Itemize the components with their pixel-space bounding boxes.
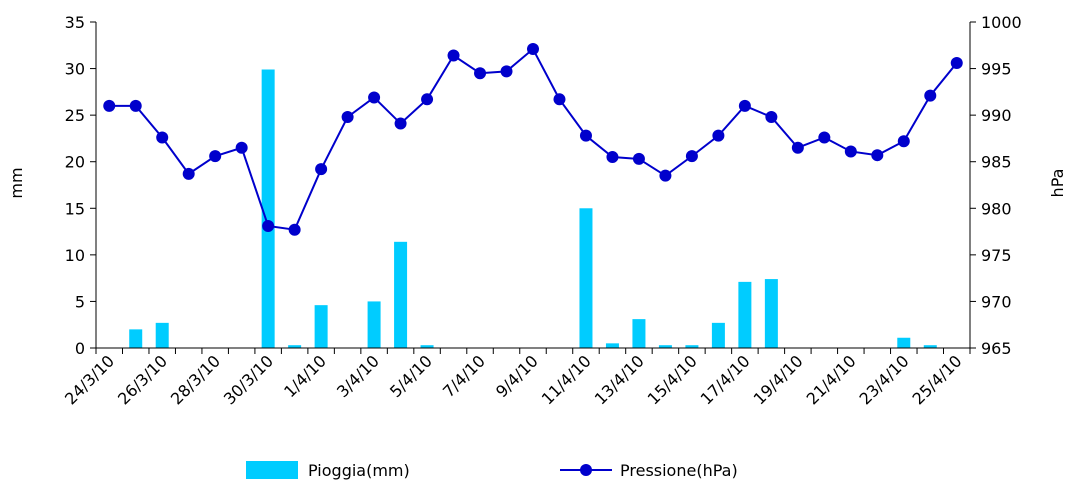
x-tick-label: 11/4/10 [538,351,595,408]
pressure-point [924,89,937,102]
legend: Pioggia(mm) Pressione(hPa) [246,461,738,480]
pressure-point [209,150,222,163]
x-tick-label: 1/4/10 [280,351,330,401]
pressure-point [288,223,301,236]
pressure-point [156,131,169,144]
y-left-axis-title: mm [7,167,26,198]
x-tick-label: 17/4/10 [697,351,754,408]
rain-bar [394,241,408,348]
pressure-point [897,135,910,148]
x-tick-label: 9/4/10 [492,351,542,401]
x-tick-label: 5/4/10 [386,351,436,401]
rain-bar [367,301,381,348]
rain-bars [129,69,937,348]
pressure-point [685,150,698,163]
pressure-point [659,169,672,182]
y-left-tick-label: 25 [65,106,85,125]
x-tick-label: 30/3/10 [220,351,277,408]
pressure-point [235,141,248,154]
pressure-point [500,65,513,78]
pressure-point [844,145,857,158]
pressure-point [129,99,142,112]
x-tick-label: 24/3/10 [61,351,118,408]
pressure-point [447,49,460,62]
legend-swatch-pressure-marker [580,464,592,476]
y-left-tick-label: 10 [65,246,85,265]
legend-swatch-rain [246,461,298,479]
pressure-point [315,163,328,176]
rain-bar [605,343,619,348]
pressure-point [103,99,116,112]
x-tick-label: 28/3/10 [167,351,224,408]
pressure-point [738,99,751,112]
y-right-tick-label: 990 [981,106,1012,125]
x-tick-label: 25/4/10 [909,351,966,408]
pressure-point [818,131,831,144]
rain-bar [579,208,593,348]
y-right-tick-label: 970 [981,292,1012,311]
pressure-point [712,129,725,142]
pressure-point [606,151,619,164]
rain-bar [897,337,911,348]
pressure-point [632,152,645,165]
pressure-point [341,111,354,124]
rain-bar [711,322,725,348]
rain-bar [129,329,143,348]
y-right-tick-label: 980 [981,199,1012,218]
y-left-tick-label: 15 [65,199,85,218]
rain-bar [738,281,752,348]
pressure-point [553,93,566,106]
pressure-point [394,117,407,130]
pressure-point [579,129,592,142]
rain-bar [764,279,778,348]
pressure-point [421,93,434,106]
rain-bar [420,345,434,348]
rain-bar [155,322,169,348]
x-tick-label: 26/3/10 [114,351,171,408]
rain-bar [685,345,699,348]
x-tick-label: 19/4/10 [750,351,807,408]
y-right-tick-label: 965 [981,339,1012,358]
y-right-tick-label: 985 [981,153,1012,172]
pressure-point [791,141,804,154]
y-left-tick-label: 0 [75,339,85,358]
axes [90,21,976,354]
y-left-tick-label: 5 [75,292,85,311]
legend-label-pressure: Pressione(hPa) [620,461,738,480]
pressure-point [368,91,381,104]
rain-bar [658,345,672,348]
pressure-point [527,43,539,56]
y-right-tick-label: 995 [981,60,1012,79]
x-tick-label: 13/4/10 [591,351,648,408]
pressure-point [474,67,487,80]
rain-bar [923,345,937,348]
x-tick-label: 21/4/10 [803,351,860,408]
pressure-point [182,167,195,180]
x-tick-label: 23/4/10 [856,351,913,408]
pressure-point [950,56,963,69]
y-left-tick-label: 35 [65,13,85,32]
y-right-tick-label: 975 [981,246,1012,265]
legend-label-rain: Pioggia(mm) [308,461,410,480]
rain-bar [288,345,302,348]
rain-bar [261,69,275,348]
tick-labels: 0 5 10 15 20 25 30 35 965 970 975 980 985 990 995 1000 2… [61,13,1022,408]
y-left-tick-label: 20 [65,153,85,172]
y-left-tick-label: 30 [65,60,85,79]
y-right-axis-title: hPa [1048,169,1067,198]
pressure-line-group [103,43,963,236]
y-right-tick-label: 1000 [981,13,1022,32]
x-tick-label: 7/4/10 [439,351,489,401]
pressure-point [262,219,275,232]
rain-bar [632,319,646,348]
rain-bar [314,305,328,348]
x-tick-label: 15/4/10 [644,351,701,408]
pressure-point [765,111,778,124]
x-tick-label: 3/4/10 [333,351,383,401]
pressure-point [871,149,884,162]
